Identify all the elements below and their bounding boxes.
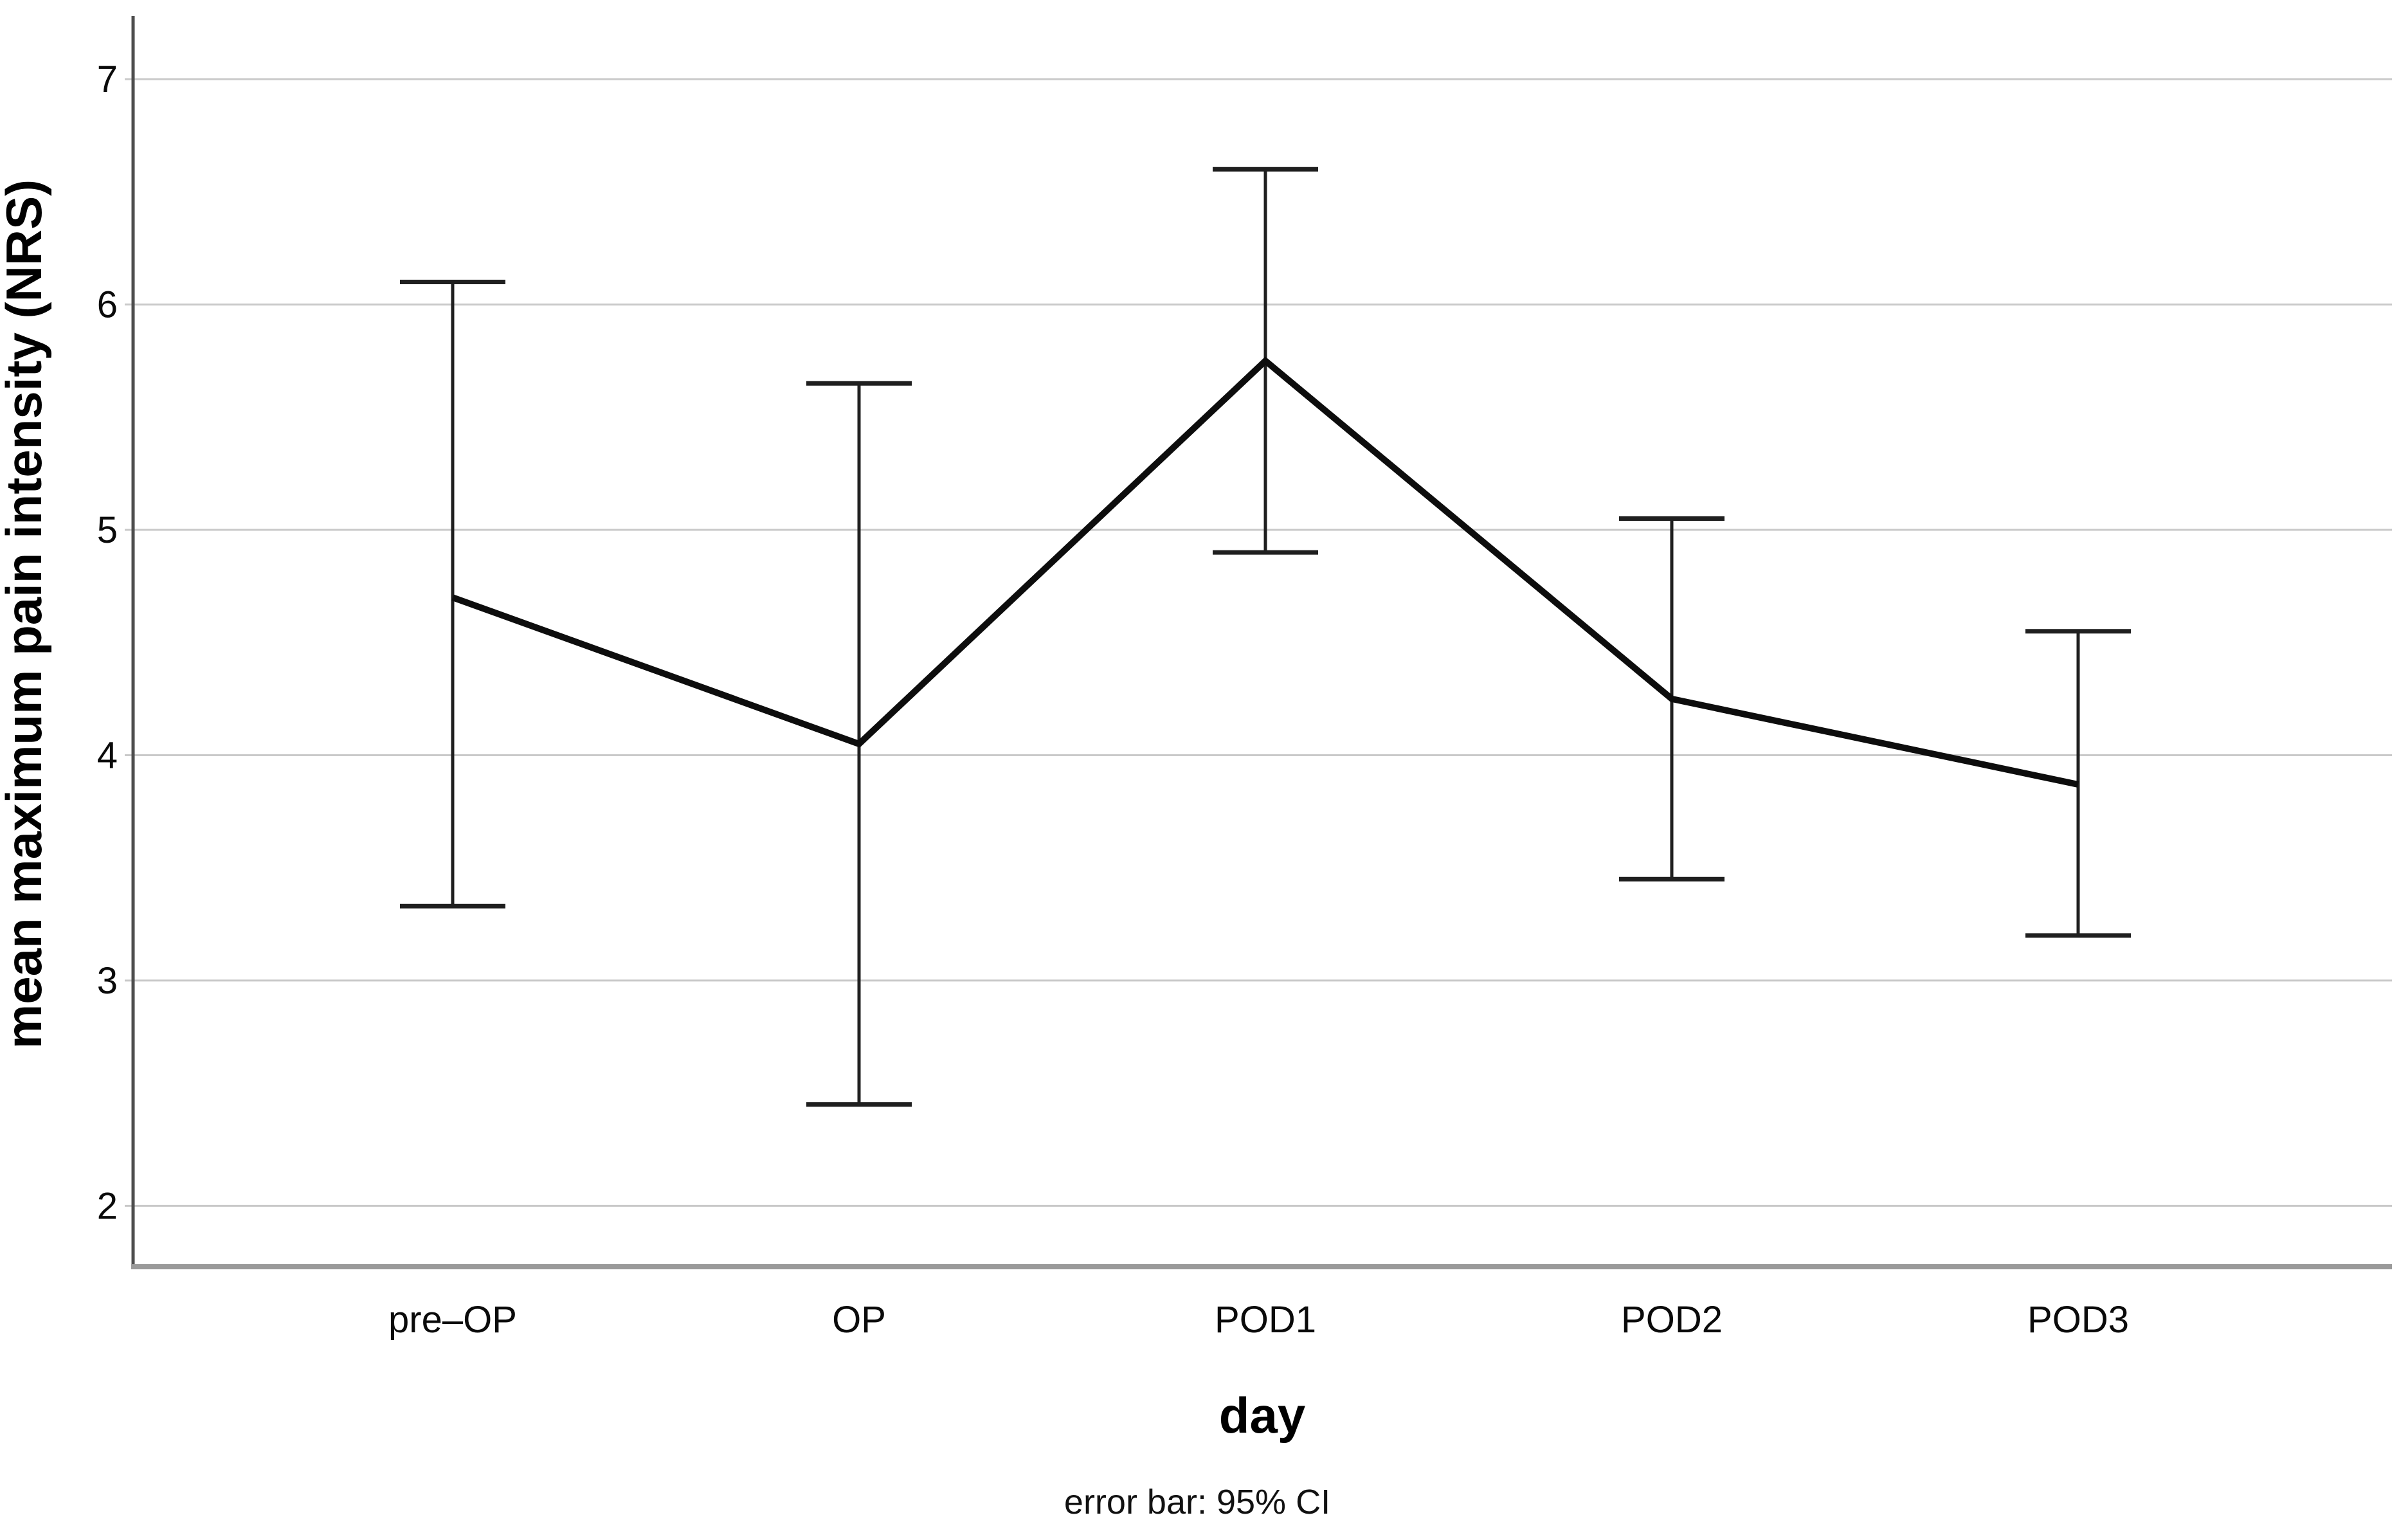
x-tick-labels-group: pre–OP OP POD1 POD2 POD3 (388, 1299, 2129, 1341)
y-axis-title: mean maximum pain intensity (NRS) (0, 179, 52, 1049)
y-tick-label: 7 (97, 59, 118, 100)
x-tick-label: OP (832, 1299, 886, 1341)
y-tick-label: 3 (97, 960, 118, 1002)
gridlines-group (125, 78, 2392, 1207)
y-tick-labels-group: 2 3 4 5 6 7 (97, 59, 118, 1227)
x-tick-label: POD1 (1215, 1299, 1316, 1341)
x-tick-label: POD3 (2027, 1299, 2129, 1341)
x-axis-title: day (1219, 1387, 1305, 1444)
error-bar-footnote: error bar: 95% CI (1064, 1483, 1330, 1521)
mean-line (451, 356, 2079, 788)
axes-group (131, 16, 2392, 1269)
series-line-group (451, 356, 2079, 788)
y-tick-label: 6 (97, 284, 118, 326)
y-tick-label: 5 (97, 509, 118, 551)
x-tick-label: pre–OP (388, 1299, 517, 1341)
y-tick-label: 4 (97, 734, 118, 776)
y-tick-label: 2 (97, 1185, 118, 1227)
x-tick-label: POD2 (1621, 1299, 1723, 1341)
